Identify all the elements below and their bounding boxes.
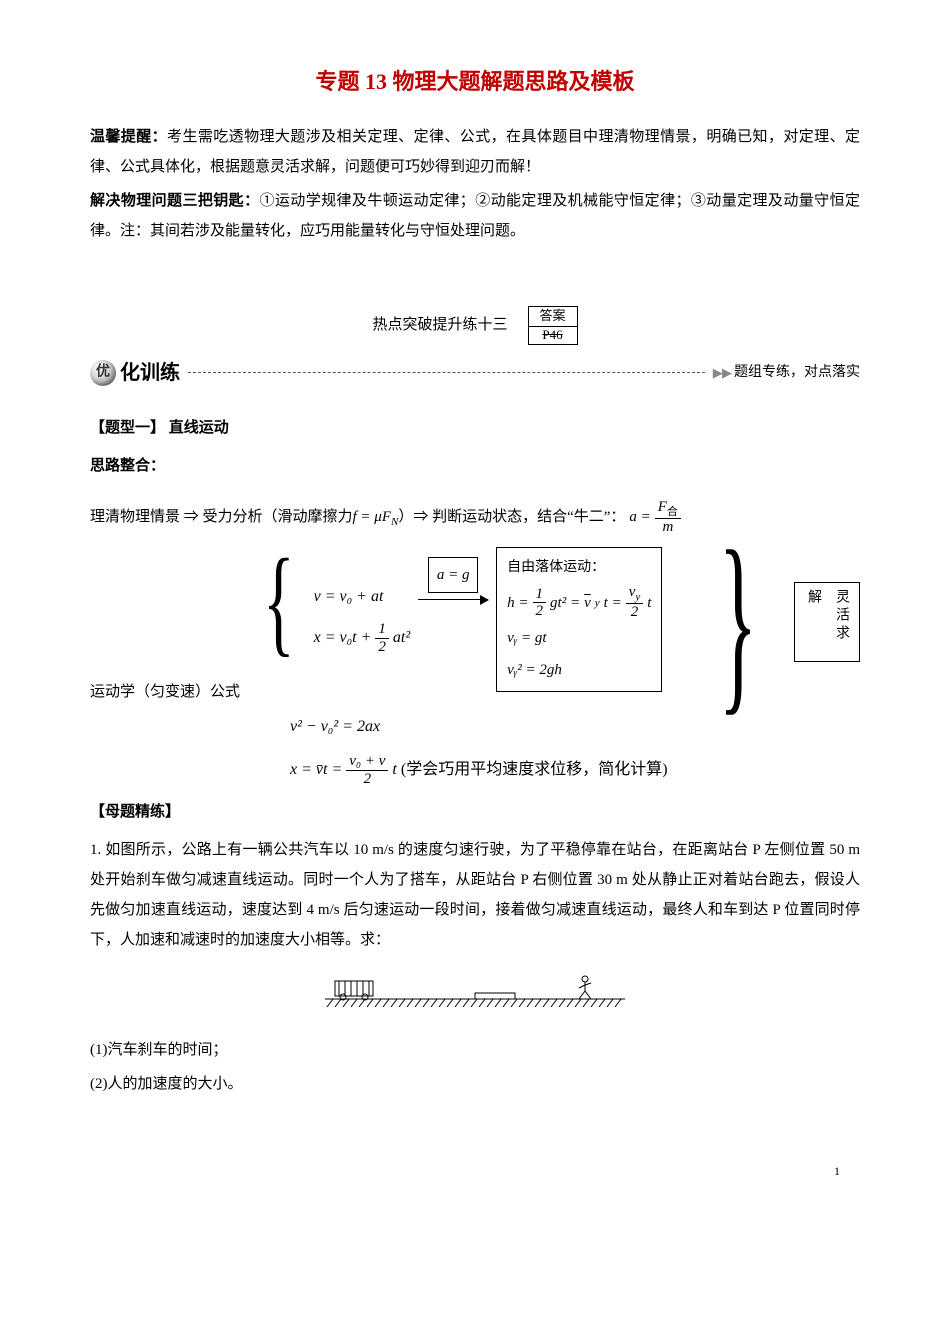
answer-label: 答案 — [529, 307, 577, 326]
vertical-text-box: 灵活求解 — [794, 582, 860, 662]
eq4-note: (学会巧用平均速度求位移，简化计算) — [401, 754, 668, 786]
freefall-box: 自由落体运动： h = 12 gt² = vy t = vy2 t vᵧ = g… — [496, 547, 662, 692]
a-equals-g-box: a = g — [428, 557, 479, 593]
flow-text-b: ）⇒ 判断运动状态，结合“牛二”： — [398, 502, 625, 532]
freefall-title: 自由落体运动： — [507, 554, 651, 582]
section-header: 热点突破提升练十三 答案 P46 — [90, 306, 860, 345]
right-cluster: } 灵活求解 — [690, 547, 860, 697]
ff-eq2: vᵧ = gt — [507, 623, 651, 653]
ff-eq3: vᵧ² = 2gh — [507, 655, 651, 685]
friction-sub: N — [391, 516, 398, 528]
page-number: 1 — [90, 1159, 860, 1183]
right-brace-icon: } — [719, 547, 757, 697]
newton-num: F合 — [655, 499, 681, 519]
eq-xbar: x = v̄t = v₀ + v2 t (学会巧用平均速度求位移，简化计算) — [290, 753, 860, 787]
q1-body: 1. 如图所示，公路上有一辆公共汽车以 10 m/s 的速度匀速行驶，为了平稳停… — [90, 835, 860, 955]
friction-lhs: f = μF — [353, 509, 391, 525]
kinematic-equations: v = v₀ + at x = v₀t + 12 at² — [314, 547, 411, 655]
newton-den: m — [659, 519, 676, 536]
optimization-row: 化训练 ▶ ▶ 题组专练，对点落实 — [90, 353, 860, 393]
opt-badge: 化训练 — [90, 353, 180, 393]
opt-title: 化训练 — [120, 353, 180, 393]
triangle-icon: ▶ ▶ — [713, 360, 730, 386]
kinematics-label: 运动学（匀变速）公式 — [90, 677, 250, 707]
eq-v2: v² − v₀² = 2ax — [290, 711, 860, 743]
lower-equations: v² − v₀² = 2ax x = v̄t = v₀ + v2 t (学会巧用… — [290, 711, 860, 787]
keys-paragraph: 解决物理问题三把钥匙：①运动学规律及牛顿运动定律；②动能定理及机械能守恒定律；③… — [90, 186, 860, 246]
bus-diagram — [90, 971, 860, 1011]
left-brace-icon: { — [263, 547, 295, 655]
eq-v: v = v₀ + at — [314, 581, 411, 613]
page-title: 专题 13 物理大题解题思路及模板 — [90, 60, 860, 104]
arrow-to-freefall: a = g — [422, 557, 485, 593]
answer-page: P46 — [529, 326, 577, 344]
q1-sub1: (1)汽车刹车的时间； — [90, 1035, 860, 1065]
q1-sub2: (2)人的加速度的大小。 — [90, 1069, 860, 1099]
keys-label: 解决物理问题三把钥匙： — [90, 193, 259, 209]
flow-diagram: 理清物理情景 ⇒ 受力分析（滑动摩擦力 f = μFN ）⇒ 判断运动状态，结合… — [90, 499, 860, 788]
ff-eq1: h = 12 gt² = vy t = vy2 t — [507, 584, 651, 621]
reminder-body: 考生需吃透物理大题涉及相关定理、定律、公式，在具体题目中理清物理情景，明确已知，… — [90, 129, 860, 175]
answer-box: 答案 P46 — [528, 306, 578, 345]
newton-fraction: F合 m — [655, 499, 681, 536]
dash-line — [188, 372, 705, 373]
reminder-label: 温馨提醒： — [90, 129, 167, 145]
question-type-heading: 【题型一】 直线运动 — [90, 413, 860, 443]
bus-svg-icon — [325, 971, 625, 1011]
sphere-icon — [90, 360, 116, 386]
friction-eq: f = μFN — [353, 502, 399, 533]
long-arrow-icon — [418, 599, 488, 600]
flow-text-a: 理清物理情景 ⇒ 受力分析（滑动摩擦力 — [90, 502, 353, 532]
eq-x: x = v₀t + 12 at² — [314, 621, 411, 655]
opt-tagline: 题组专练，对点落实 — [734, 359, 860, 387]
muti-heading: 【母题精练】 — [90, 797, 860, 827]
silu-heading: 思路整合： — [90, 451, 860, 481]
section-name: 热点突破提升练十三 — [372, 310, 507, 340]
newton-lhs: a = — [629, 502, 650, 532]
reminder-paragraph: 温馨提醒：考生需吃透物理大题涉及相关定理、定律、公式，在具体题目中理清物理情景，… — [90, 122, 860, 182]
